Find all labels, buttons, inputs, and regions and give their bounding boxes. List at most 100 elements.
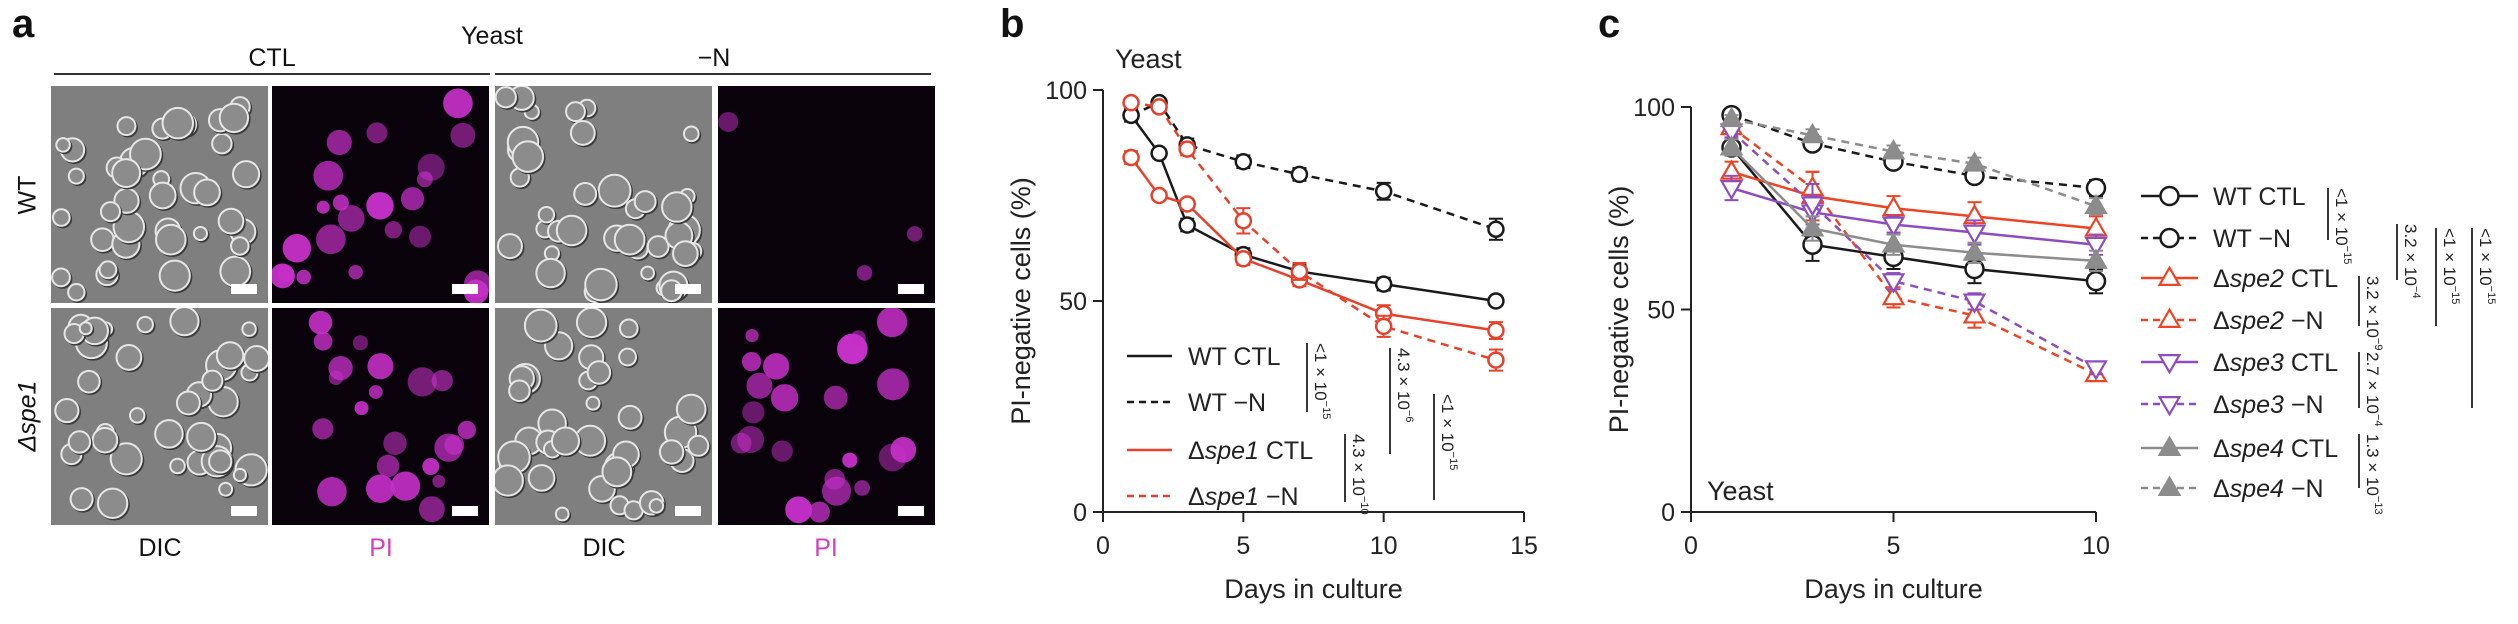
- legend-entry: Δspe3 −N: [2141, 391, 2324, 419]
- pi-cell: [328, 370, 344, 385]
- chart-title: Yeast: [1707, 476, 1774, 506]
- data-point: [1719, 180, 1744, 201]
- legend-label: Δspe3 −N: [2213, 391, 2324, 419]
- dic-cell: [586, 360, 612, 385]
- legend-entry: Δspe4 −N: [2141, 475, 2324, 503]
- pi-cell: [431, 370, 453, 392]
- p-value-label: 2.7 × 10−4: [2363, 352, 2384, 426]
- pi-cell: [418, 496, 445, 523]
- y-axis-label: PI-negative cells (%): [1604, 186, 1634, 434]
- pi-cell: [876, 308, 908, 338]
- data-point: [1122, 93, 1140, 112]
- dic-cell: [575, 308, 608, 339]
- scale-bar: [898, 506, 924, 516]
- pi-cell: [367, 353, 394, 380]
- data-point: [2084, 193, 2108, 215]
- dic-cell: [96, 487, 129, 520]
- dic-micrograph: [495, 308, 712, 525]
- legend-entry: Δspe4 CTL: [2141, 435, 2338, 463]
- data-point: [1178, 140, 1196, 158]
- y-axis-label: PI-negative cells (%): [1006, 177, 1036, 425]
- p-value-label: <1 × 10−15: [2332, 188, 2353, 264]
- p-value-annotation: <1 × 10−15: [2435, 228, 2461, 326]
- data-point: [1234, 250, 1253, 268]
- x-tick-label: 5: [1236, 532, 1250, 560]
- x-tick-label: 10: [2082, 532, 2110, 560]
- p-value-label: <1 × 10−15: [1438, 394, 1459, 470]
- dic-cell: [232, 160, 261, 189]
- data-point: [1800, 216, 1825, 237]
- pi-cell: [383, 431, 407, 455]
- dic-cell: [232, 467, 248, 483]
- legend-label: Δspe2 −N: [2213, 307, 2324, 335]
- data-point: [1234, 152, 1253, 171]
- dic-cell: [527, 464, 556, 492]
- pi-cell: [348, 264, 363, 280]
- dic-cell: [77, 369, 101, 394]
- y-tick-label: 0: [1661, 499, 1675, 527]
- series-line: [1730, 126, 2097, 376]
- dic-cell: [682, 125, 700, 143]
- pi-cell: [746, 372, 773, 399]
- series-line: [1731, 113, 2097, 190]
- dic-cell: [91, 426, 119, 454]
- pi-cell: [337, 205, 365, 232]
- y-tick-label: 50: [1059, 288, 1087, 316]
- series-line: [1730, 130, 2097, 370]
- pi-cell: [316, 224, 346, 255]
- dic-cell: [136, 315, 154, 334]
- dic-cell: [555, 214, 588, 247]
- data-point: [1881, 216, 1906, 237]
- legend-entry: Δspe3 CTL: [2141, 349, 2338, 377]
- panel-a-label: a: [12, 2, 35, 46]
- dic-cell: [186, 421, 217, 452]
- panel-a-title: Yeast: [461, 22, 523, 50]
- scale-bar: [452, 506, 478, 516]
- pi-cell: [821, 476, 852, 506]
- series-line: [1130, 156, 1497, 332]
- x-tick-label: 15: [1510, 532, 1538, 560]
- legend-entry: WT −N: [2141, 225, 2291, 253]
- pi-cell: [368, 385, 383, 399]
- data-point: [2084, 360, 2108, 381]
- pi-cell: [390, 471, 421, 501]
- dic-cell: [617, 404, 643, 430]
- dic-cell: [116, 116, 137, 137]
- pi-cell: [443, 88, 473, 119]
- dic-cell: [218, 481, 234, 497]
- pi-cell: [745, 328, 759, 343]
- dic-cell: [154, 419, 184, 449]
- dic-cell: [129, 137, 162, 171]
- p-value-annotation: 4.3 × 10−10: [1344, 434, 1370, 515]
- dic-cell: [569, 120, 596, 146]
- dic-cell: [111, 158, 142, 189]
- p-value-annotation: <1 × 10−15: [2471, 228, 2497, 408]
- column-label-dic: DIC: [582, 534, 626, 562]
- pi-cell: [742, 401, 765, 424]
- chart-title: Yeast: [1115, 44, 1182, 74]
- pi-cell: [422, 458, 440, 476]
- data-point: [1290, 262, 1309, 281]
- dic-cell: [554, 506, 570, 522]
- dic-cell: [601, 456, 633, 488]
- dic-cell: [201, 369, 224, 392]
- data-point: [2157, 354, 2182, 375]
- data-point: [1719, 135, 1744, 156]
- legend-label: Δspe2 CTL: [2213, 265, 2338, 293]
- dic-cell: [54, 397, 80, 424]
- scale-bar: [231, 284, 257, 294]
- dic-cell: [661, 191, 693, 223]
- dic-cell: [115, 344, 143, 371]
- p-value-annotation: 2.7 × 10−4: [2358, 352, 2384, 426]
- pi-cell: [856, 265, 873, 281]
- column-label-pi: PI: [369, 534, 393, 562]
- legend-label: Δspe4 CTL: [2213, 435, 2338, 463]
- scale-bar: [898, 284, 924, 294]
- dic-cell: [69, 487, 94, 512]
- dic-cell: [687, 434, 710, 457]
- pi-cell: [317, 476, 347, 507]
- dic-cell: [584, 267, 618, 302]
- dic-cell: [585, 395, 601, 411]
- legend-entry: Δspe1 CTL: [1127, 437, 1313, 465]
- data-point: [2159, 185, 2180, 207]
